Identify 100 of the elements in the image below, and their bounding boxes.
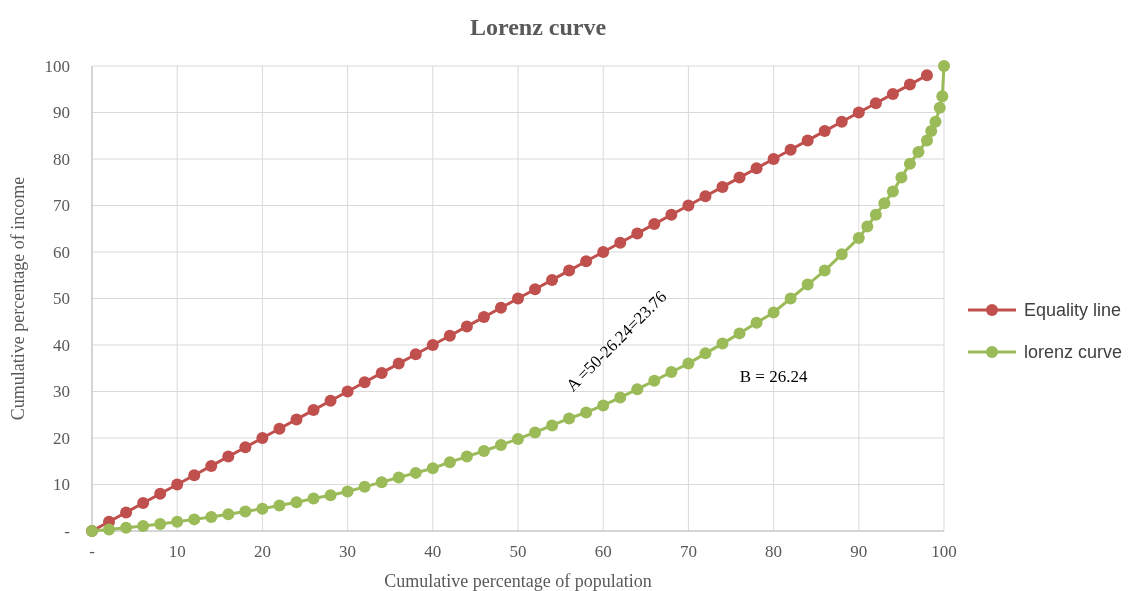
point — [925, 125, 938, 138]
point — [205, 459, 218, 472]
point — [895, 171, 908, 184]
x-tick-label: 60 — [594, 542, 612, 561]
y-tick-label: 90 — [53, 103, 70, 123]
point — [861, 220, 874, 233]
point — [256, 502, 269, 515]
x-tick-label: 30 — [339, 542, 357, 561]
point — [409, 466, 422, 479]
point — [716, 337, 729, 350]
point — [324, 394, 337, 407]
point — [767, 306, 780, 319]
point — [767, 153, 780, 165]
point — [614, 236, 627, 249]
point — [938, 60, 950, 72]
y-tick-label: - — [64, 521, 71, 541]
point — [920, 69, 933, 82]
point — [699, 190, 712, 203]
point — [375, 366, 388, 379]
point — [137, 519, 150, 532]
point — [835, 248, 848, 261]
y-tick-label: 70 — [53, 196, 70, 216]
point — [818, 264, 831, 277]
y-tick-label: 30 — [53, 382, 70, 402]
point — [716, 180, 729, 193]
point — [358, 376, 371, 389]
point — [546, 273, 559, 286]
point — [307, 492, 320, 505]
point — [852, 232, 865, 245]
point — [426, 339, 439, 351]
point — [886, 87, 899, 100]
point — [256, 432, 269, 444]
point — [801, 278, 814, 291]
y-tick-label: 80 — [53, 149, 70, 169]
point — [869, 97, 882, 110]
point — [936, 90, 949, 103]
point — [171, 515, 184, 528]
y-tick-label: 10 — [53, 475, 70, 495]
x-tick-label: - — [89, 542, 96, 561]
point — [933, 101, 946, 114]
point — [477, 445, 490, 458]
point — [929, 115, 942, 128]
point — [120, 506, 133, 519]
point — [631, 383, 644, 396]
point — [597, 246, 610, 258]
point — [912, 146, 925, 159]
chart-title: Lorenz curve — [469, 14, 607, 40]
point — [699, 347, 712, 360]
annotation: B = 26.24 — [739, 367, 808, 387]
point — [494, 301, 507, 314]
x-tick-label: 10 — [168, 542, 186, 561]
point — [222, 450, 235, 463]
y-tick-label: 40 — [53, 335, 70, 355]
point — [154, 518, 167, 531]
point — [307, 404, 320, 417]
point — [886, 185, 899, 198]
point — [563, 412, 576, 425]
point — [818, 125, 831, 138]
point — [239, 441, 252, 454]
point — [580, 406, 593, 419]
point — [409, 348, 422, 361]
y-axis-title: Cumulative percentage of income — [8, 176, 28, 421]
point — [341, 485, 354, 498]
y-tick-label: 60 — [53, 242, 70, 262]
point — [546, 419, 559, 432]
point — [665, 365, 678, 378]
point — [529, 283, 542, 296]
point — [682, 357, 695, 370]
point — [290, 496, 303, 509]
x-tick-label: 50 — [509, 542, 527, 561]
point — [273, 422, 286, 435]
legend-label: lorenz curve — [1024, 342, 1123, 363]
point — [529, 426, 542, 439]
point — [324, 489, 337, 502]
point — [426, 462, 439, 475]
legend-label: Equality line — [1024, 300, 1122, 321]
point — [733, 171, 746, 184]
x-axis-title: Cumulative percentage of population — [384, 571, 652, 591]
point — [801, 134, 814, 147]
point — [869, 208, 882, 221]
point — [580, 255, 593, 268]
point — [154, 487, 167, 500]
point — [188, 513, 201, 526]
point — [682, 199, 695, 212]
point — [375, 476, 388, 489]
point — [477, 311, 490, 324]
point — [392, 471, 405, 484]
point — [358, 480, 371, 493]
point — [392, 357, 405, 370]
point — [597, 399, 610, 412]
point — [784, 292, 797, 305]
point — [852, 106, 865, 119]
point — [443, 329, 456, 342]
point — [920, 134, 933, 147]
point — [341, 385, 354, 398]
point — [903, 78, 916, 91]
y-tick-label: 20 — [53, 428, 70, 448]
point — [239, 505, 252, 518]
point — [103, 523, 116, 536]
point — [137, 497, 150, 510]
